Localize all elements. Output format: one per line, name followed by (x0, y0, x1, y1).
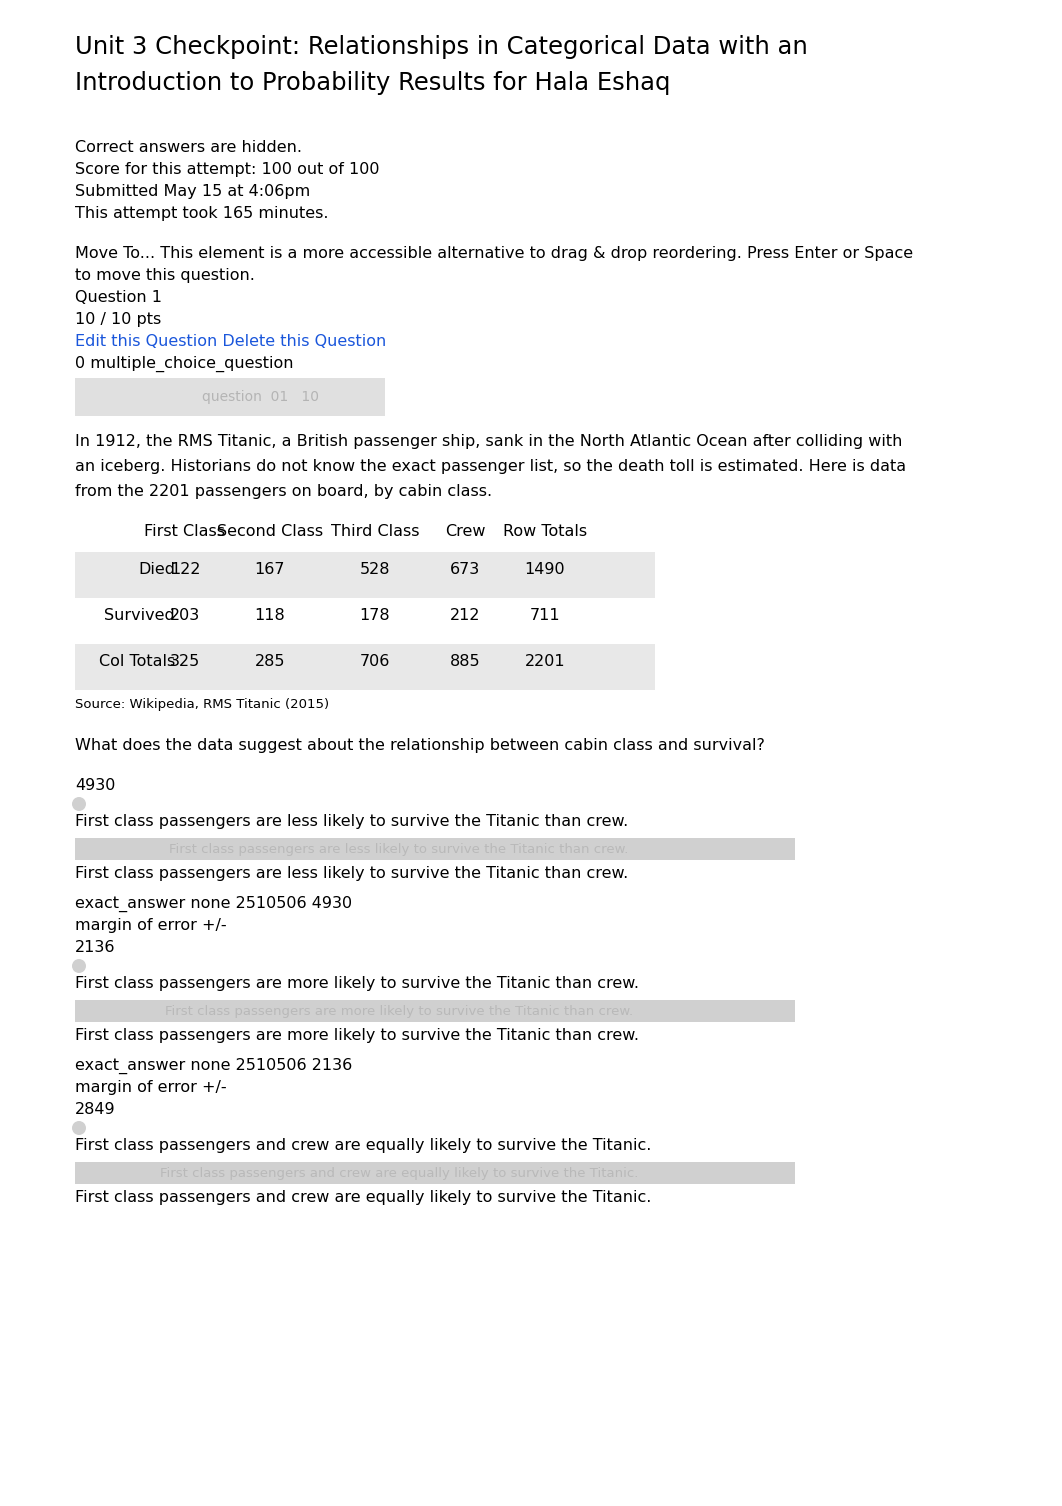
Text: Crew: Crew (445, 524, 485, 539)
Text: 178: 178 (360, 608, 391, 623)
Text: 2201: 2201 (525, 654, 565, 669)
Text: 2849: 2849 (75, 1102, 116, 1117)
Text: 285: 285 (255, 654, 286, 669)
Text: Introduction to Probability Results for Hala Eshaq: Introduction to Probability Results for … (75, 71, 670, 95)
Bar (75, 837, 795, 860)
Ellipse shape (72, 959, 86, 973)
Text: from the 2201 passengers on board, by cabin class.: from the 2201 passengers on board, by ca… (75, 483, 492, 498)
Text: to move this question.: to move this question. (75, 268, 255, 283)
Ellipse shape (72, 797, 86, 812)
Text: First class passengers are less likely to survive the Titanic than crew.: First class passengers are less likely t… (169, 842, 629, 855)
Text: Survived: Survived (104, 608, 175, 623)
Bar (75, 598, 655, 645)
Text: exact_answer none 2510506 4930: exact_answer none 2510506 4930 (75, 896, 353, 913)
Text: 167: 167 (255, 562, 286, 577)
Text: First class passengers and crew are equally likely to survive the Titanic.: First class passengers and crew are equa… (75, 1190, 651, 1205)
Text: First class passengers are less likely to survive the Titanic than crew.: First class passengers are less likely t… (75, 866, 629, 881)
Text: Score for this attempt: 100 out of 100: Score for this attempt: 100 out of 100 (75, 163, 379, 178)
Text: Col Totals: Col Totals (99, 654, 175, 669)
Text: First class passengers are more likely to survive the Titanic than crew.: First class passengers are more likely t… (75, 1029, 639, 1044)
Ellipse shape (72, 1120, 86, 1136)
Text: Died: Died (138, 562, 175, 577)
Text: 118: 118 (255, 608, 286, 623)
Text: Source: Wikipedia, RMS Titanic (2015): Source: Wikipedia, RMS Titanic (2015) (75, 697, 329, 711)
Text: Unit 3 Checkpoint: Relationships in Categorical Data with an: Unit 3 Checkpoint: Relationships in Cate… (75, 35, 808, 59)
Text: Submitted May 15 at 4:06pm: Submitted May 15 at 4:06pm (75, 184, 310, 199)
Text: 212: 212 (449, 608, 480, 623)
Bar (75, 553, 655, 598)
Text: Move To... This element is a more accessible alternative to drag & drop reorderi: Move To... This element is a more access… (75, 245, 913, 261)
Text: an iceberg. Historians do not know the exact passenger list, so the death toll i: an iceberg. Historians do not know the e… (75, 459, 906, 474)
Text: 673: 673 (450, 562, 480, 577)
Bar (75, 1000, 795, 1023)
Text: 885: 885 (449, 654, 480, 669)
Text: This attempt took 165 minutes.: This attempt took 165 minutes. (75, 206, 328, 221)
Bar (75, 645, 655, 690)
Text: First class passengers are more likely to survive the Titanic than crew.: First class passengers are more likely t… (165, 1005, 633, 1018)
Text: 4930: 4930 (75, 779, 116, 794)
Text: 0 multiple_choice_question: 0 multiple_choice_question (75, 355, 293, 372)
Text: 203: 203 (170, 608, 200, 623)
Text: First Class: First Class (144, 524, 225, 539)
Text: 325: 325 (170, 654, 200, 669)
Text: First class passengers are more likely to survive the Titanic than crew.: First class passengers are more likely t… (75, 976, 639, 991)
Text: margin of error +/-: margin of error +/- (75, 919, 226, 934)
Text: First class passengers and crew are equally likely to survive the Titanic.: First class passengers and crew are equa… (159, 1167, 638, 1179)
Text: 706: 706 (360, 654, 390, 669)
Text: 528: 528 (360, 562, 390, 577)
Text: Second Class: Second Class (217, 524, 323, 539)
Text: Correct answers are hidden.: Correct answers are hidden. (75, 140, 302, 155)
Text: exact_answer none 2510506 2136: exact_answer none 2510506 2136 (75, 1059, 353, 1074)
Bar (75, 378, 386, 416)
Text: In 1912, the RMS Titanic, a British passenger ship, sank in the North Atlantic O: In 1912, the RMS Titanic, a British pass… (75, 434, 903, 449)
Text: Edit this Question Delete this Question: Edit this Question Delete this Question (75, 334, 387, 349)
Text: Row Totals: Row Totals (503, 524, 587, 539)
Text: question  01   10: question 01 10 (203, 390, 320, 404)
Text: margin of error +/-: margin of error +/- (75, 1080, 226, 1095)
Text: What does the data suggest about the relationship between cabin class and surviv: What does the data suggest about the rel… (75, 738, 765, 753)
Text: First class passengers are less likely to survive the Titanic than crew.: First class passengers are less likely t… (75, 815, 629, 828)
Text: 10 / 10 pts: 10 / 10 pts (75, 312, 161, 327)
Text: 1490: 1490 (525, 562, 565, 577)
Text: 122: 122 (170, 562, 201, 577)
Text: First class passengers and crew are equally likely to survive the Titanic.: First class passengers and crew are equa… (75, 1139, 651, 1154)
Text: Question 1: Question 1 (75, 291, 162, 306)
Bar (75, 1163, 795, 1184)
Text: Third Class: Third Class (330, 524, 419, 539)
Text: 2136: 2136 (75, 940, 116, 955)
Text: 711: 711 (530, 608, 561, 623)
